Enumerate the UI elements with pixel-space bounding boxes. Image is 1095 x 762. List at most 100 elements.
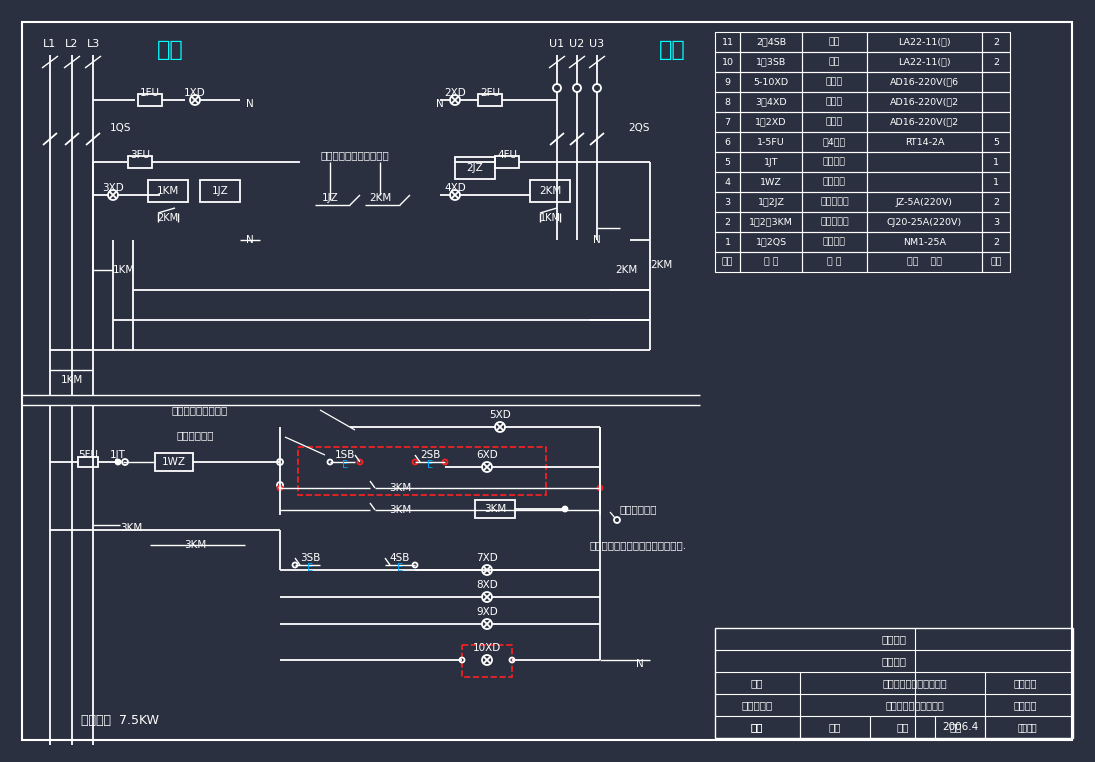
Text: 代 号: 代 号 — [763, 258, 779, 267]
Text: 2JZ: 2JZ — [466, 163, 483, 173]
Text: 审核: 审核 — [751, 722, 763, 732]
Bar — [740, 32, 802, 52]
Bar — [715, 232, 740, 252]
Text: 4FU: 4FU — [497, 150, 517, 160]
Text: 5FU: 5FU — [78, 450, 97, 460]
Text: 1KM: 1KM — [157, 186, 180, 196]
Text: AD16-220V(白2: AD16-220V(白2 — [890, 117, 959, 126]
Text: U3: U3 — [589, 39, 604, 49]
Text: 双电源、排烟风机、消防: 双电源、排烟风机、消防 — [883, 678, 947, 688]
Bar — [456, 157, 495, 179]
Bar — [982, 32, 1010, 52]
Text: 1JZ: 1JZ — [322, 193, 338, 203]
Text: 比例: 比例 — [829, 722, 841, 732]
Bar — [479, 94, 502, 106]
Text: 数量: 数量 — [990, 258, 1002, 267]
Text: 2XD: 2XD — [445, 88, 465, 98]
Text: 序号: 序号 — [722, 258, 734, 267]
Text: 5XD: 5XD — [489, 410, 511, 420]
Text: L2: L2 — [66, 39, 79, 49]
Text: U2: U2 — [569, 39, 585, 49]
Text: 3KM: 3KM — [120, 523, 142, 533]
Text: 校核: 校核 — [950, 722, 963, 732]
Bar — [802, 232, 867, 252]
Text: 指示灯: 指示灯 — [826, 98, 843, 107]
Text: 工程名称: 工程名称 — [881, 634, 907, 644]
Text: 2、4SB: 2、4SB — [756, 37, 786, 46]
Bar — [715, 92, 740, 112]
Bar — [78, 457, 97, 467]
Bar — [982, 52, 1010, 72]
Text: 2KM: 2KM — [650, 260, 672, 270]
Text: 1、3SB: 1、3SB — [756, 57, 786, 66]
Bar — [867, 132, 982, 152]
Text: 发电: 发电 — [658, 40, 685, 60]
Text: 1WZ: 1WZ — [760, 178, 782, 187]
Text: 中间继电器: 中间继电器 — [820, 197, 849, 207]
Bar — [982, 172, 1010, 192]
Text: 2: 2 — [993, 197, 999, 207]
Bar — [802, 32, 867, 52]
Text: 6: 6 — [725, 137, 730, 146]
Text: E: E — [307, 563, 313, 573]
Text: AD16-220V(黄2: AD16-220V(黄2 — [890, 98, 959, 107]
Bar — [715, 152, 740, 172]
Text: 1KM: 1KM — [540, 213, 561, 223]
Text: 空气开关: 空气开关 — [823, 238, 846, 246]
Bar — [128, 156, 152, 168]
Text: RT14-2A: RT14-2A — [904, 137, 944, 146]
Text: 1JT: 1JT — [111, 450, 126, 460]
Bar — [802, 112, 867, 132]
Text: 消防无源控制输入端: 消防无源控制输入端 — [172, 405, 228, 415]
Bar — [148, 180, 188, 202]
Text: 11: 11 — [722, 37, 734, 46]
Text: 紧停开关: 紧停开关 — [823, 158, 846, 167]
Text: 7XD: 7XD — [476, 553, 498, 563]
Text: 转换开关: 转换开关 — [823, 178, 846, 187]
Bar — [200, 180, 240, 202]
Text: L3: L3 — [87, 39, 100, 49]
Bar — [462, 645, 512, 677]
Text: 3KM: 3KM — [184, 540, 206, 550]
Text: 2KM: 2KM — [615, 265, 638, 275]
Bar — [715, 32, 740, 52]
Bar — [867, 32, 982, 52]
Bar — [715, 192, 740, 212]
Bar — [802, 132, 867, 152]
Text: 3FU: 3FU — [130, 150, 150, 160]
Text: 设计: 设计 — [751, 722, 763, 732]
Text: 2KM: 2KM — [158, 213, 178, 223]
Text: 1KM: 1KM — [61, 375, 83, 385]
Text: 1、2、3KM: 1、2、3KM — [749, 217, 793, 226]
Bar — [740, 172, 802, 192]
Text: N: N — [593, 235, 601, 245]
Text: 2006.4: 2006.4 — [942, 722, 978, 732]
Text: 1-5FU: 1-5FU — [757, 137, 785, 146]
Circle shape — [563, 507, 567, 511]
Bar — [715, 112, 740, 132]
Bar — [867, 212, 982, 232]
Bar — [867, 192, 982, 212]
Bar — [715, 172, 740, 192]
Text: 1JT: 1JT — [763, 158, 779, 167]
Bar — [982, 92, 1010, 112]
Text: 2KM: 2KM — [369, 193, 391, 203]
Bar — [715, 628, 1073, 738]
Text: 1: 1 — [725, 238, 730, 246]
Text: 5: 5 — [993, 137, 999, 146]
Text: 6XD: 6XD — [476, 450, 498, 460]
Text: 3、4XD: 3、4XD — [756, 98, 787, 107]
Bar — [740, 232, 802, 252]
Bar — [982, 192, 1010, 212]
Bar — [982, 72, 1010, 92]
Bar — [982, 152, 1010, 172]
Text: 1、2XD: 1、2XD — [756, 117, 786, 126]
Bar — [802, 152, 867, 172]
Text: JZ-5A(220V): JZ-5A(220V) — [896, 197, 953, 207]
Bar — [867, 232, 982, 252]
Text: 图 号: 图 号 — [1017, 722, 1033, 732]
Text: 2KM: 2KM — [539, 186, 561, 196]
Text: 工地负责人: 工地负责人 — [741, 700, 773, 710]
Text: 交流接触器: 交流接触器 — [820, 217, 849, 226]
Text: LA22-11(红): LA22-11(红) — [898, 57, 950, 66]
